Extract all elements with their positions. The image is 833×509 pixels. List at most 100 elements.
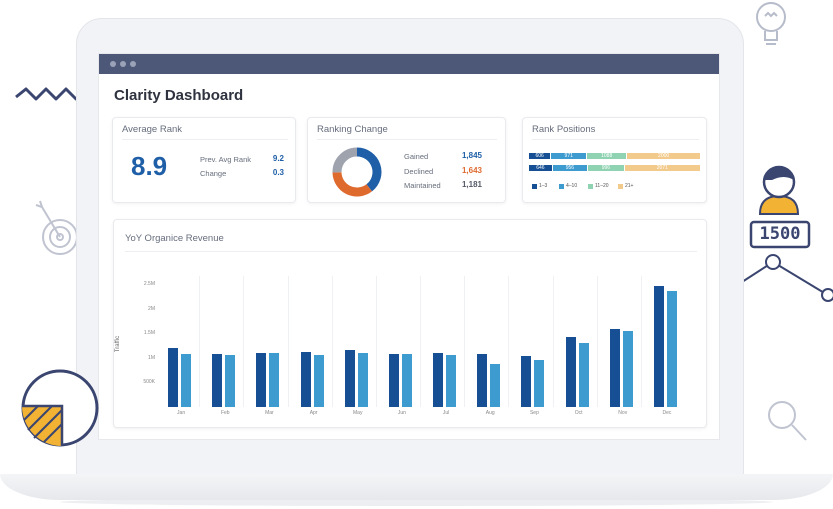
legend-swatch [618,184,623,189]
x-tick-label: Jul [442,410,450,416]
legend-swatch [559,184,564,189]
bar-dec-1[interactable] [653,286,664,407]
card-title: Average Rank [122,124,183,135]
declined-label: Declined [404,167,434,176]
legend-label: 11–20 [595,183,609,189]
gained-label: Gained [404,152,429,161]
yoy-revenue-card: YoY Organice Revenue Traffic 500K 1M 1.5M 2… [113,219,707,428]
bar-dec-2[interactable] [666,291,677,407]
gained-value: 1,845 [461,151,482,160]
donut-slice-gained [356,147,382,192]
y-tick-label: 1.5M [143,330,155,337]
rank-segment: 2000 [627,153,700,159]
donut-slice-declined [332,171,372,197]
window-dot-icon[interactable] [110,61,116,67]
person-badge-icon [749,165,811,249]
change-value: 0.3 [272,168,284,177]
divider [125,251,697,252]
grid-line [199,276,201,407]
bar-jun-1[interactable] [388,353,399,407]
bar-jan-2[interactable] [181,354,192,407]
app-window: Clarity Dashboard Average Rank 8.9 Prev.… [98,53,720,440]
rank-positions-bars: 606 971 1088 2000 646 956 996 2071 [529,153,701,183]
bar-oct-2[interactable] [578,342,589,407]
grid-line [287,276,289,407]
window-dot-icon[interactable] [130,61,136,67]
rank-segment: 996 [588,165,624,171]
card-title: Rank Positions [532,124,596,135]
badge-number: 1500 [759,224,801,244]
bar-nov-2[interactable] [622,330,633,407]
x-tick-label: Nov [618,410,628,416]
bar-apr-2[interactable] [313,354,324,407]
bar-feb-2[interactable] [225,355,236,407]
x-tick-label: Aug [485,410,495,416]
bar-jun-2[interactable] [401,353,412,407]
bar-aug-1[interactable] [477,353,488,407]
change-label: Change [200,169,227,178]
legend-label: 1–3 [539,183,548,189]
x-tick-label: Jun [397,410,406,416]
y-tick-label: 2.5M [143,281,155,287]
maintained-label: Maintained [404,181,441,190]
prev-avg-rank-label: Prev. Avg Rank [200,155,251,164]
bar-mar-2[interactable] [269,353,280,407]
rank-segment: 646 [529,165,552,171]
bar-may-1[interactable] [344,349,355,407]
lightbulb-icon [756,2,786,45]
x-tick-label: Mar [265,410,274,416]
grid-line [552,276,554,407]
grid-line [596,276,598,407]
y-tick-label: 500K [143,379,155,386]
x-tick-label: Dec [662,410,672,416]
donut-slice-maintained [332,147,358,173]
ranking-donut-chart [332,147,382,197]
legend-label: 21+ [625,183,634,189]
bar-mar-1[interactable] [256,352,267,407]
laptop-base-shadow [60,498,773,506]
y-tick-label: 1M [148,354,155,361]
grid-line [331,276,333,407]
divider [532,139,699,140]
average-rank-card: Average Rank 8.9 Prev. Avg Rank 9.2 Chan… [112,117,296,203]
grid-line [464,276,466,407]
window-dot-icon[interactable] [120,61,126,67]
average-rank-value: 8.9 [131,151,168,181]
rank-segment: 1088 [587,153,627,159]
divider [317,139,497,140]
rank-positions-legend: 1–3 4–10 11–20 21+ [532,183,702,191]
grid-line [243,276,245,407]
x-tick-label: Sep [529,410,539,416]
y-tick-label: 2M [148,305,155,312]
bar-jul-1[interactable] [433,353,444,407]
x-tick-label: Jan [177,410,186,416]
maintained-value: 1,181 [461,180,482,189]
rank-segment: 971 [551,153,587,159]
prev-avg-rank-value: 9.2 [272,154,284,163]
bar-apr-1[interactable] [300,352,311,407]
bar-sep-2[interactable] [534,360,545,407]
x-tick-label: Feb [220,410,230,416]
rank-segment: 2071 [624,165,700,171]
card-title: Ranking Change [317,124,388,135]
bar-may-2[interactable] [357,352,368,407]
magnifier-icon [768,401,807,441]
bar-sep-1[interactable] [521,355,532,407]
bar-oct-1[interactable] [565,337,576,407]
declined-value: 1,643 [461,166,482,175]
bar-jul-2[interactable] [446,355,457,407]
network-lines [741,254,833,302]
legend-swatch [588,184,593,189]
bar-aug-2[interactable] [490,363,501,407]
ranking-change-card: Ranking Change Gained 1,845 Declined 1,6… [307,117,506,203]
divider [122,139,288,140]
window-titlebar [99,54,719,74]
bar-feb-1[interactable] [212,353,223,407]
x-tick-label: May [353,410,363,416]
bar-nov-1[interactable] [609,329,620,407]
bar-jan-1[interactable] [168,347,179,407]
grid-line [420,276,421,407]
grid-line [640,276,642,407]
